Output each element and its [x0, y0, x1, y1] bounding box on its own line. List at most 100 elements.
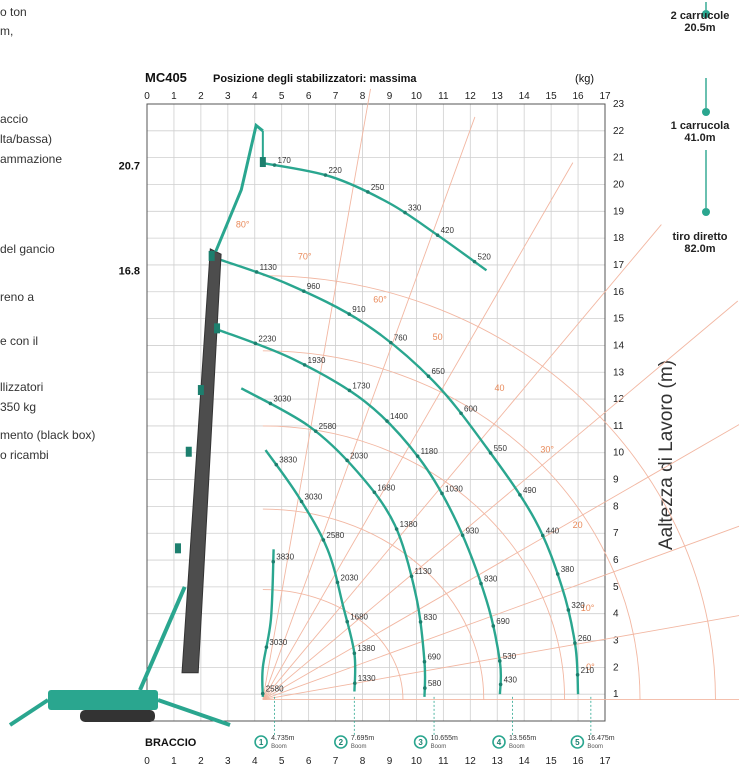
x-tick-label-bottom: 8 — [360, 756, 366, 767]
y-axis-title: Aaltezza di Lavoro (m) — [656, 360, 677, 550]
y-tick-label: 9 — [613, 475, 619, 486]
y-tick-label: 13 — [613, 367, 625, 378]
y-tick-label: 18 — [613, 233, 625, 244]
boom-marker-sub: Boom — [587, 744, 603, 750]
x-tick-label-bottom: 13 — [492, 756, 504, 767]
y-tick-label: 21 — [613, 153, 625, 164]
sidebar-line: del gancio — [0, 242, 55, 256]
load-value-label: 1930 — [308, 356, 326, 365]
sidebar-line: ammazione — [0, 152, 63, 166]
load-value-label: 1400 — [390, 412, 408, 421]
load-curve-3 — [216, 328, 503, 695]
load-point — [254, 270, 259, 274]
angle-label: 10° — [581, 603, 595, 613]
y-tick-label: 12 — [613, 394, 625, 405]
x-tick-label-top: 8 — [360, 91, 366, 102]
boom-marker-number: 1 — [259, 738, 264, 747]
hook-label-2: 2 carrucole 20.5m — [670, 10, 730, 34]
load-value-label: 530 — [503, 652, 517, 661]
sidebar-line: o ton — [0, 5, 27, 19]
x-tick-label-top: 11 — [438, 91, 449, 102]
load-point — [264, 645, 269, 649]
hook-block — [259, 157, 266, 168]
x-tick-label-bottom: 5 — [279, 756, 285, 767]
angle-guide-line — [262, 116, 476, 700]
boom-marker-number: 5 — [575, 738, 580, 747]
boom-marker-sub: Boom — [271, 744, 287, 750]
load-value-label: 830 — [484, 575, 498, 584]
x-tick-label-top: 14 — [519, 91, 531, 102]
load-value-label: 3030 — [305, 493, 323, 502]
y-tick-label: 20 — [613, 179, 625, 190]
x-tick-label-bottom: 11 — [438, 756, 449, 767]
x-tick-label-top: 6 — [306, 91, 312, 102]
angle-label: 60° — [373, 295, 387, 305]
y-tick-label: 11 — [613, 421, 624, 432]
x-tick-label-bottom: 12 — [465, 756, 477, 767]
load-value-label: 650 — [431, 367, 445, 376]
x-tick-label-top: 2 — [198, 91, 204, 102]
boom-marker-length: 7.695m — [351, 735, 375, 742]
load-point — [323, 173, 328, 177]
x-tick-label-bottom: 0 — [144, 756, 150, 767]
load-value-label: 3830 — [276, 553, 294, 562]
angle-guides — [262, 88, 739, 700]
x-tick-label-bottom: 2 — [198, 756, 204, 767]
load-point — [518, 493, 522, 497]
load-value-label: 830 — [424, 613, 438, 622]
load-point — [347, 312, 352, 316]
y-tick-label: 3 — [613, 636, 619, 647]
load-point — [459, 411, 463, 416]
load-value-label: 420 — [441, 226, 455, 235]
sidebar-line: lta/bassa) — [0, 132, 53, 146]
boom-marker-circle — [570, 735, 585, 749]
load-value-label: 690 — [427, 653, 441, 662]
load-point — [540, 533, 545, 538]
y-tick-label: 17 — [613, 260, 625, 271]
boom-marker-number: 2 — [339, 738, 344, 747]
boom-section — [181, 248, 222, 674]
base-track — [80, 710, 155, 722]
x-tick-label-top: 10 — [411, 91, 423, 102]
angle-label: 50 — [433, 332, 443, 342]
load-point — [345, 458, 349, 463]
angle-guide-line — [262, 224, 662, 700]
boom-marker-circle — [254, 735, 268, 749]
load-point — [423, 686, 427, 690]
x-tick-label-bottom: 4 — [252, 756, 258, 767]
x-tick-label-bottom: 6 — [306, 756, 312, 767]
y-tick-label: 8 — [613, 501, 619, 512]
load-value-label: 3830 — [279, 456, 297, 465]
load-curve-1 — [264, 449, 357, 692]
angle-guide-line — [262, 525, 739, 700]
y-tick-label: 23 — [613, 99, 625, 110]
x-tick-label-bottom: 1 — [171, 756, 177, 767]
boom-marker-sub: Boom — [431, 744, 447, 750]
load-curve-4 — [211, 255, 580, 695]
y-tick-label: 16 — [613, 287, 625, 298]
load-point — [403, 210, 407, 215]
x-tick-label-top: 0 — [144, 91, 150, 102]
load-value-label: 1680 — [350, 613, 368, 622]
load-value-label: 1380 — [357, 644, 375, 653]
load-value-label: 260 — [578, 634, 592, 643]
x-tick-label-top: 7 — [333, 91, 339, 102]
y-tick-label: 14 — [613, 340, 625, 351]
load-value-label: 550 — [494, 444, 508, 453]
boom-ram — [138, 586, 187, 691]
load-point — [345, 619, 350, 624]
boom-marker-sub: Boom — [509, 744, 525, 750]
hook-block — [208, 250, 215, 261]
outrigger-right — [157, 698, 231, 727]
load-value-label: 600 — [464, 404, 478, 413]
y-tick-label: 6 — [613, 555, 619, 566]
load-point — [498, 682, 503, 687]
hook-icon-0 — [702, 10, 710, 18]
guide-arc — [262, 275, 716, 700]
load-value-label: 1130 — [415, 567, 433, 576]
crane-base — [8, 586, 231, 727]
sidebar-line: llizzatori — [0, 380, 44, 394]
x-tick-label-top: 17 — [599, 91, 611, 102]
